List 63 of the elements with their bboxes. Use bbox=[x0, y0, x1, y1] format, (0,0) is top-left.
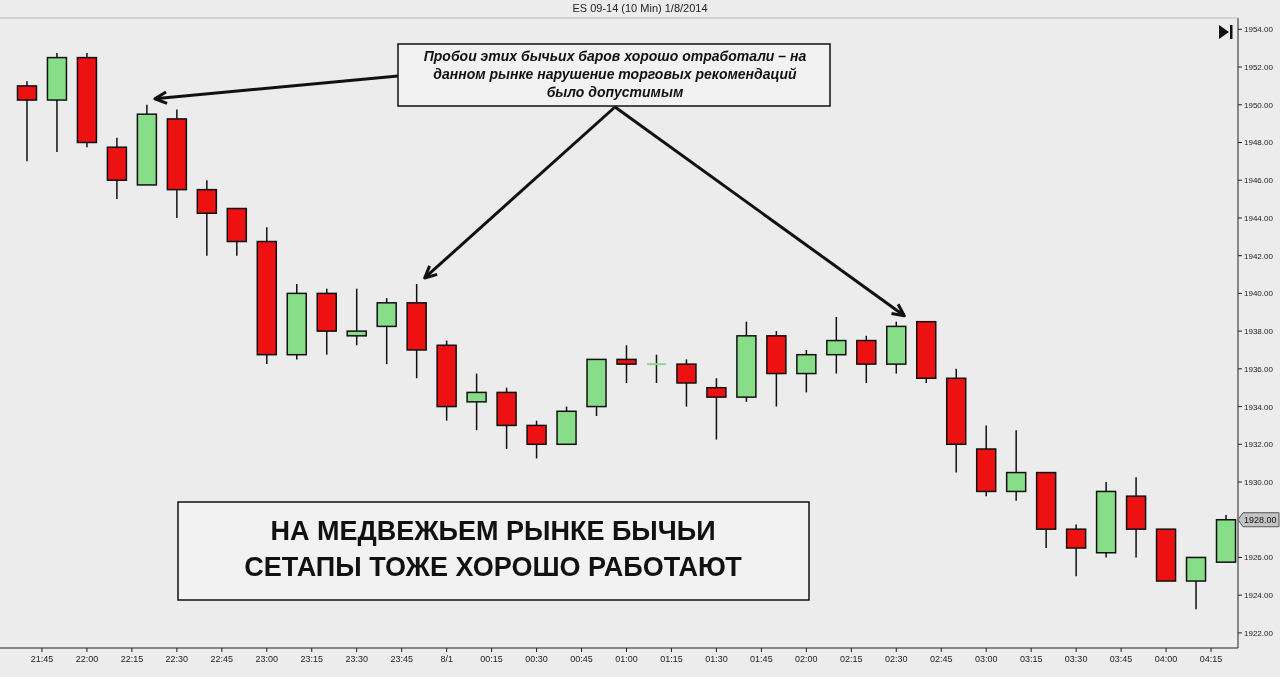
candlestick bbox=[1005, 429, 1027, 502]
x-tick-label: 04:00 bbox=[1154, 654, 1178, 664]
x-tick-label: 22:00 bbox=[75, 654, 99, 664]
y-tick-label: 1942.00 bbox=[1244, 251, 1274, 261]
candlestick bbox=[196, 179, 218, 257]
candlestick bbox=[856, 335, 877, 384]
candlestick bbox=[646, 353, 666, 384]
x-tick-label: 23:45 bbox=[390, 654, 413, 664]
y-tick-label: 1952.00 bbox=[1244, 63, 1274, 73]
y-tick-label: 1934.00 bbox=[1244, 402, 1274, 412]
y-tick-label: 1938.00 bbox=[1244, 327, 1274, 337]
candlestick bbox=[346, 287, 367, 347]
x-tick-label: 03:00 bbox=[974, 654, 998, 664]
x-tick-label: 00:30 bbox=[525, 654, 548, 664]
text: 1928.00 bbox=[1244, 514, 1277, 525]
candlestick bbox=[796, 349, 817, 394]
x-tick-label: 03:15 bbox=[1019, 654, 1043, 664]
x-tick-label: 23:30 bbox=[345, 654, 368, 664]
x-tick-label: 02:00 bbox=[795, 654, 818, 664]
x-tick-label: 02:30 bbox=[885, 654, 908, 664]
annotation: НА МЕДВЕЖЬЕМ РЫНКЕ БЫЧЬИ СЕТАПЫ ТОЖЕ ХОРОШО РАБОТАЮТ bbox=[244, 516, 743, 582]
x-tick-label: 01:30 bbox=[705, 654, 728, 664]
x-tick-label: 01:45 bbox=[750, 654, 773, 664]
chart-title: ES 09-14 (10 Min) 1/8/2014 bbox=[572, 2, 708, 14]
x-tick-label: 02:45 bbox=[929, 654, 953, 664]
x-tick-label: 22:45 bbox=[210, 654, 234, 664]
x-tick-label: 03:30 bbox=[1064, 654, 1088, 664]
x-tick-label: 03:45 bbox=[1109, 654, 1133, 664]
y-tick-label: 1950.00 bbox=[1244, 100, 1274, 110]
candlestick bbox=[1065, 523, 1087, 578]
candlestick bbox=[616, 344, 637, 384]
y-tick-label: 1936.00 bbox=[1244, 364, 1274, 374]
y-tick-label: 1926.00 bbox=[1244, 553, 1274, 563]
candlestick bbox=[676, 358, 697, 408]
x-tick-label: 22:30 bbox=[165, 654, 189, 664]
y-tick-label: 1922.00 bbox=[1244, 628, 1274, 638]
candlestick bbox=[466, 372, 487, 431]
annotation: Пробои этих бычьих баров хорошо отработали – на данном рынке нарушение торговых рекомендаций было допустимым bbox=[423, 48, 807, 100]
candlestick bbox=[376, 297, 397, 365]
x-tick-label: 01:00 bbox=[615, 654, 638, 664]
y-tick-label: 1940.00 bbox=[1244, 289, 1274, 299]
x-tick-label: 21:45 bbox=[30, 654, 54, 664]
y-tick-label: 1954.00 bbox=[1244, 25, 1274, 35]
x-tick-label: 22:15 bbox=[120, 654, 144, 664]
y-tick-label: 1930.00 bbox=[1244, 478, 1274, 488]
x-tick-label: 8/1 bbox=[440, 654, 453, 664]
y-tick-label: 1948.00 bbox=[1244, 138, 1274, 148]
y-tick-label: 1944.00 bbox=[1244, 213, 1274, 223]
candlestick bbox=[706, 377, 727, 441]
x-tick-label: 04:15 bbox=[1199, 654, 1223, 664]
x-tick-label: 01:15 bbox=[660, 654, 683, 664]
y-tick-label: 1946.00 bbox=[1244, 176, 1274, 186]
x-tick-label: 00:45 bbox=[570, 654, 593, 664]
x-tick-label: 23:00 bbox=[255, 654, 279, 664]
y-tick-label: 1932.00 bbox=[1244, 440, 1274, 450]
candlestick bbox=[826, 316, 847, 375]
candlestick bbox=[16, 80, 38, 163]
x-tick-label: 02:15 bbox=[840, 654, 863, 664]
x-tick-label: 00:15 bbox=[480, 654, 503, 664]
candlestick bbox=[1185, 556, 1207, 611]
candlestick bbox=[526, 419, 547, 460]
y-tick-label: 1924.00 bbox=[1244, 591, 1274, 601]
x-tick-label: 23:15 bbox=[300, 654, 324, 664]
